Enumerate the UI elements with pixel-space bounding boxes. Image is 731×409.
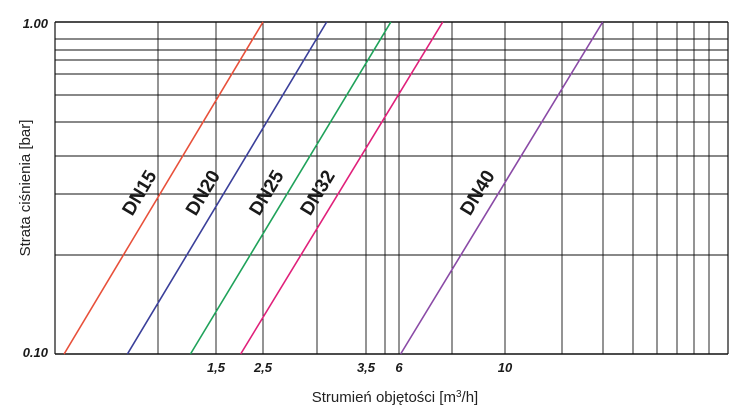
series-line-dn32 (240, 21, 444, 355)
series-line-dn20 (126, 21, 328, 355)
series-line-dn40 (399, 21, 604, 355)
x-tick-label-10: 10 (498, 360, 513, 375)
x-tick-label-3.5: 3,5 (357, 360, 376, 375)
x-tick-label-6: 6 (395, 360, 403, 375)
series-labels: DN15 DN20 DN25 DN32 DN40 (119, 167, 500, 220)
vertical-gridlines (54, 22, 729, 354)
series-label-dn32: DN32 (297, 167, 340, 219)
y-axis-title: Strata ciśnienia [bar] (17, 120, 34, 257)
series-label-dn20: DN20 (182, 167, 225, 219)
series-label-dn40: DN40 (456, 167, 499, 219)
series-line-dn25 (189, 21, 392, 355)
series-label-dn15: DN15 (119, 167, 162, 220)
series-label-dn25: DN25 (246, 167, 289, 220)
x-axis-title: Strumień objętości [m3/h] (312, 389, 478, 407)
series-line-dn15 (63, 21, 264, 355)
horizontal-gridlines (55, 21, 728, 355)
y-tick-label-1.00: 1.00 (23, 16, 49, 31)
series-lines (63, 21, 604, 355)
x-tick-label-2.5: 2,5 (253, 360, 273, 375)
y-tick-label-0.10: 0.10 (23, 345, 49, 360)
x-tick-label-1.5: 1,5 (207, 360, 226, 375)
x-tick-labels: 1,5 2,5 3,5 6 10 (207, 360, 513, 375)
